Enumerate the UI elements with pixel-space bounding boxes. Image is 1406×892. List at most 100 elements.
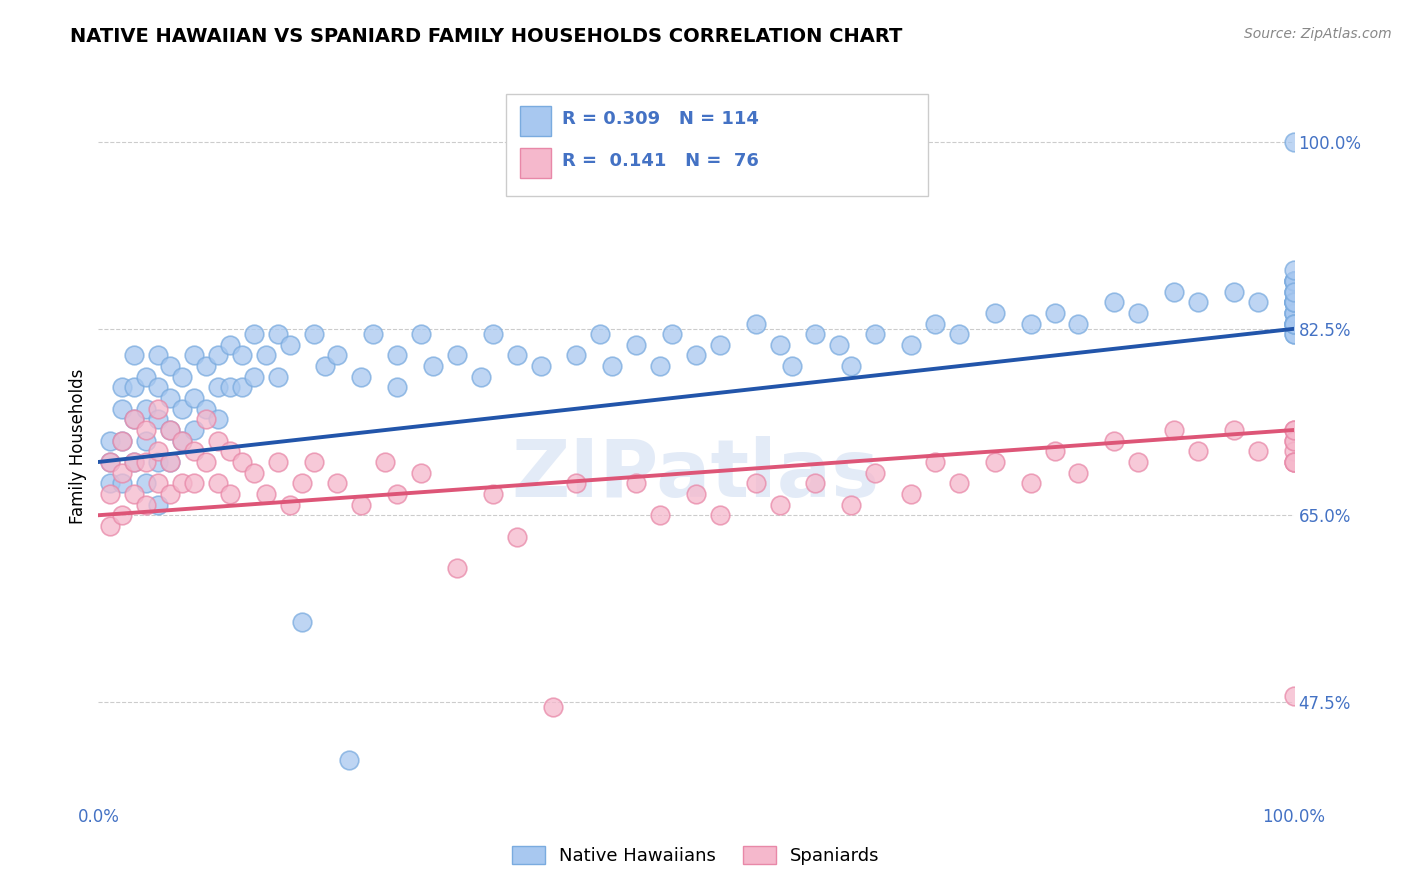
Point xyxy=(661,327,683,342)
Point xyxy=(159,455,181,469)
Point xyxy=(780,359,803,373)
Point xyxy=(148,444,170,458)
Point xyxy=(111,466,134,480)
Point xyxy=(530,359,553,373)
Point xyxy=(243,466,266,480)
Point xyxy=(148,380,170,394)
Point xyxy=(1282,295,1305,310)
Point xyxy=(900,338,922,352)
Point xyxy=(1282,317,1305,331)
Point xyxy=(385,487,409,501)
Point xyxy=(124,487,146,501)
Point xyxy=(602,359,624,373)
Point xyxy=(745,476,768,491)
Text: ZIPatlas: ZIPatlas xyxy=(512,435,880,514)
Point xyxy=(207,349,229,363)
Point xyxy=(1282,295,1305,310)
Point xyxy=(159,423,181,437)
Point xyxy=(135,369,157,384)
Point xyxy=(924,455,946,469)
Point xyxy=(1282,136,1305,150)
Point xyxy=(1282,306,1305,320)
Point xyxy=(948,327,970,342)
Point xyxy=(350,369,373,384)
Point xyxy=(1282,306,1305,320)
Point xyxy=(1223,423,1246,437)
Point xyxy=(648,508,672,523)
Point xyxy=(148,412,170,426)
Point xyxy=(446,349,468,363)
Point xyxy=(626,476,648,491)
Point xyxy=(207,434,229,448)
Point xyxy=(1282,285,1305,299)
Point xyxy=(1067,466,1090,480)
Point xyxy=(98,455,122,469)
Point xyxy=(828,338,851,352)
Point xyxy=(589,327,612,342)
Point xyxy=(195,412,218,426)
Point xyxy=(924,317,946,331)
Point xyxy=(291,615,314,629)
Point xyxy=(363,327,385,342)
Point xyxy=(1187,444,1209,458)
Point xyxy=(326,349,349,363)
Point xyxy=(1282,690,1305,704)
Point xyxy=(709,338,731,352)
Point xyxy=(159,423,181,437)
Point xyxy=(385,349,409,363)
Point xyxy=(1282,317,1305,331)
Point xyxy=(1128,306,1150,320)
Point xyxy=(374,455,396,469)
Point xyxy=(984,306,1007,320)
Point xyxy=(159,487,181,501)
Text: Source: ZipAtlas.com: Source: ZipAtlas.com xyxy=(1244,27,1392,41)
Point xyxy=(135,401,157,416)
Point xyxy=(1282,295,1305,310)
Point xyxy=(98,487,122,501)
Point xyxy=(565,349,588,363)
Point xyxy=(1282,455,1305,469)
Point xyxy=(219,487,242,501)
Point xyxy=(183,349,205,363)
Point xyxy=(159,391,181,405)
Point xyxy=(422,359,444,373)
Point xyxy=(768,498,790,512)
Point xyxy=(98,434,122,448)
Point xyxy=(183,391,205,405)
Point xyxy=(626,338,648,352)
Point xyxy=(1043,306,1066,320)
Point xyxy=(1282,285,1305,299)
Point xyxy=(1128,455,1150,469)
Point xyxy=(243,327,266,342)
Point xyxy=(124,349,146,363)
Point xyxy=(111,508,134,523)
Point xyxy=(195,401,218,416)
Point xyxy=(219,338,242,352)
Point xyxy=(135,455,157,469)
Point xyxy=(865,327,887,342)
Point xyxy=(219,444,242,458)
Point xyxy=(1282,285,1305,299)
Point xyxy=(1282,306,1305,320)
Point xyxy=(865,466,887,480)
Point xyxy=(172,401,194,416)
Point xyxy=(278,498,301,512)
Point xyxy=(254,487,277,501)
Point xyxy=(804,327,827,342)
Point xyxy=(172,434,194,448)
Point xyxy=(207,412,229,426)
Point xyxy=(98,455,122,469)
Point xyxy=(124,380,146,394)
Point xyxy=(1282,317,1305,331)
Point xyxy=(411,466,433,480)
Text: R = 0.309   N = 114: R = 0.309 N = 114 xyxy=(562,110,759,128)
Point xyxy=(183,423,205,437)
Point xyxy=(148,349,170,363)
Point xyxy=(541,700,564,714)
Point xyxy=(98,476,122,491)
Point xyxy=(111,401,134,416)
Point xyxy=(148,455,170,469)
Point xyxy=(709,508,731,523)
Point xyxy=(481,327,505,342)
Point xyxy=(148,476,170,491)
